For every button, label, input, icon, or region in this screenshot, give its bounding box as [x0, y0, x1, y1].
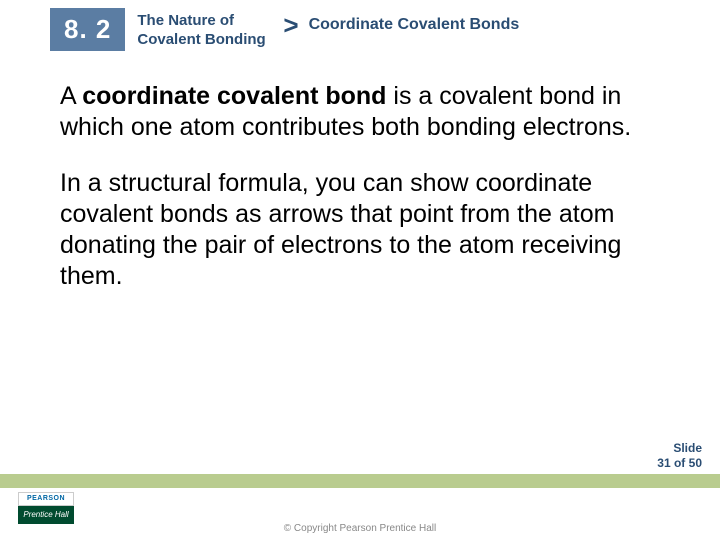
- paragraph-1: A coordinate covalent bond is a covalent…: [60, 81, 670, 144]
- p1-pre: A: [60, 82, 82, 110]
- copyright-text: © Copyright Pearson Prentice Hall: [0, 523, 720, 534]
- chapter-title: The Nature of Covalent Bonding: [137, 12, 277, 50]
- p1-term: coordinate covalent bond: [82, 82, 386, 110]
- slide-header: 8. 2 The Nature of Covalent Bonding > Co…: [0, 0, 720, 51]
- footer-accent-bar: [0, 474, 720, 488]
- logo-prentice-hall: Prentice Hall: [18, 506, 74, 524]
- logo-pearson: PEARSON: [18, 492, 74, 506]
- slide-label: Slide: [673, 441, 702, 455]
- chapter-title-line2: Covalent Bonding: [137, 31, 265, 48]
- publisher-logo: PEARSON Prentice Hall: [18, 492, 74, 526]
- breadcrumb-arrow: >: [283, 10, 298, 41]
- chapter-title-line1: The Nature of: [137, 12, 234, 29]
- section-number-box: 8. 2: [50, 8, 125, 51]
- topic-title: Coordinate Covalent Bonds: [309, 16, 520, 34]
- slide-counter: Slide 31 of 50: [657, 441, 702, 470]
- slide-count: 31 of 50: [657, 456, 702, 470]
- paragraph-2: In a structural formula, you can show co…: [60, 168, 670, 293]
